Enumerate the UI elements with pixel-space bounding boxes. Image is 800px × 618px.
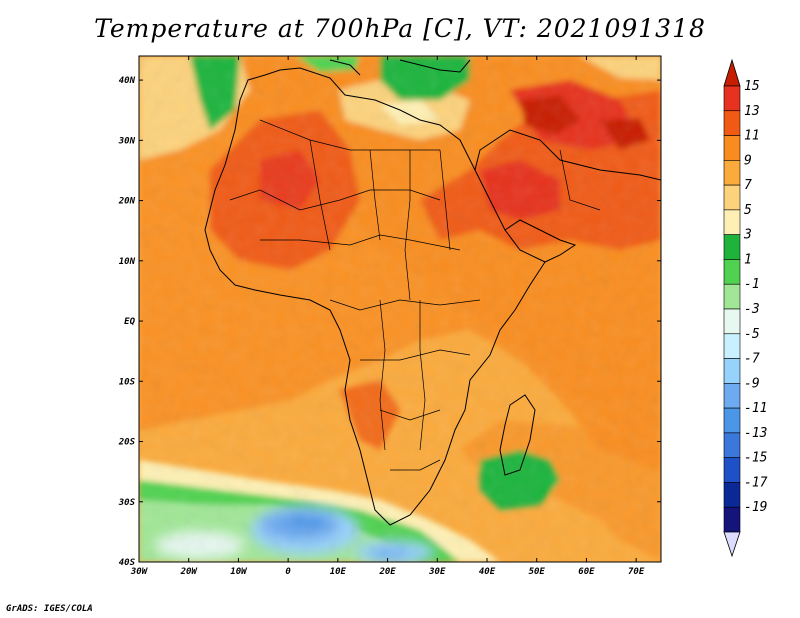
lat-tick-label: EQ <box>124 317 135 327</box>
colorbar-swatch <box>723 457 741 483</box>
colorbar-swatch <box>723 234 741 260</box>
lat-tick-label: 10S <box>119 377 136 387</box>
temperature-field <box>139 56 661 562</box>
lon-tick-label: 20W <box>180 567 199 577</box>
colorbar-swatch <box>723 209 741 235</box>
map-frame <box>138 55 662 563</box>
colorbar-label: -9 <box>744 376 760 391</box>
colorbar-label: 7 <box>744 178 752 193</box>
colorbar-swatch <box>723 358 741 384</box>
lon-tick-label: 60E <box>578 567 595 577</box>
lon-tick-label: 30W <box>130 567 149 577</box>
colorbar-label: 5 <box>744 203 752 218</box>
lat-tick-label: 40N <box>119 76 136 86</box>
colorbar-label: 1 <box>744 252 752 267</box>
colorbar-swatch <box>723 308 741 335</box>
lon-tick-label: 10E <box>330 567 347 577</box>
colorbar-label: -5 <box>744 327 760 342</box>
colorbar-label: -15 <box>744 451 768 466</box>
lon-tick-label: 70E <box>628 567 645 577</box>
map-title: Temperature at 700hPa [C], VT: 202109131… <box>94 14 706 43</box>
colorbar-swatch <box>723 259 741 285</box>
lat-tick-label: 20S <box>118 438 136 448</box>
colorbar-label: -13 <box>744 426 767 441</box>
coastline <box>204 59 661 526</box>
lon-tick-label: 0 <box>285 567 291 577</box>
colorbar-label: -11 <box>744 401 767 416</box>
lon-tick-label: 10W <box>230 567 248 577</box>
lon-tick-label: 40E <box>479 567 496 577</box>
colorbar-label: -17 <box>744 475 768 490</box>
colorbar-bottom-arrow <box>723 531 741 558</box>
axis-ticks: 30W 20W 10W 0 10E 20E 30E 40E 50E 60E 70E 40N 30N 20N… <box>118 56 661 577</box>
colorbar-label: -1 <box>744 277 760 292</box>
colorbar-label: 15 <box>744 79 760 94</box>
colorbar-swatch <box>723 432 741 458</box>
colorbar-label: -19 <box>744 500 767 515</box>
colorbar-swatch <box>723 482 741 508</box>
colorbar-swatch <box>723 184 741 211</box>
colorbar-label: -7 <box>744 352 760 367</box>
lon-tick-label: 30E <box>428 567 446 577</box>
colorbar-label: 9 <box>744 153 752 168</box>
lat-tick-label: 10N <box>119 257 136 267</box>
colorbar-swatch <box>723 383 741 409</box>
colorbar-swatch <box>723 135 741 161</box>
lon-tick-label: 20E <box>378 567 396 577</box>
colorbar-swatch <box>723 160 741 186</box>
colorbar-label: 3 <box>743 228 752 243</box>
lat-tick-label: 30S <box>118 498 136 508</box>
colorbar-label: -3 <box>744 302 760 317</box>
colorbar-top-arrow <box>723 58 741 87</box>
lat-tick-label: 30N <box>118 136 136 146</box>
colorbar-swatch <box>723 506 741 533</box>
colorbar-label: 11 <box>744 129 760 144</box>
colorbar: 15 13 11 9 7 5 3 1 -1 -3 -5 -7 -9 -11 -13 -15 -17 -19 <box>723 58 768 558</box>
colorbar-label: 13 <box>744 104 760 119</box>
credit-label: GrADS: IGES/COLA <box>6 604 93 614</box>
colorbar-swatch <box>723 407 741 434</box>
lat-tick-label: 20N <box>118 197 136 207</box>
lon-tick-label: 50E <box>529 567 546 577</box>
colorbar-swatch <box>723 85 741 112</box>
colorbar-swatch <box>723 110 741 136</box>
colorbar-swatch <box>723 333 741 359</box>
country-borders <box>229 119 601 471</box>
lat-tick-label: 40S <box>119 558 136 568</box>
colorbar-swatch <box>723 283 741 310</box>
